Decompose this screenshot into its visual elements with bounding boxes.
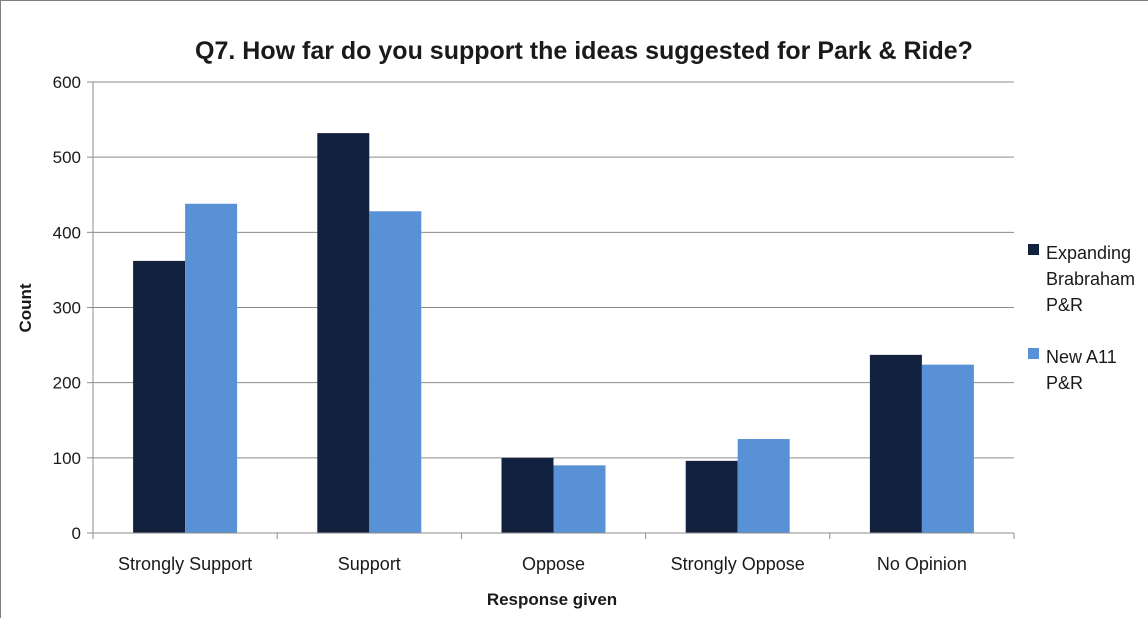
legend-label: P&R — [1046, 373, 1083, 393]
legend-label: Expanding — [1046, 243, 1131, 263]
bar-expanding-brabraham-3 — [685, 460, 738, 533]
bar-new-a11-2 — [553, 465, 606, 533]
chart-title: Q7. How far do you support the ideas sug… — [195, 37, 973, 65]
bar-new-a11-0 — [185, 203, 238, 533]
bar-expanding-brabraham-0 — [133, 260, 186, 533]
bar-new-a11-3 — [737, 439, 790, 533]
y-tick-label: 500 — [53, 148, 81, 167]
x-tick-label: Support — [338, 554, 401, 574]
y-tick-label: 100 — [53, 449, 81, 468]
legend-swatch — [1028, 244, 1039, 255]
x-axis-label: Response given — [487, 590, 617, 609]
y-tick-label: 400 — [53, 223, 81, 242]
legend: Expanding Brabraham P&R New A11 P&R — [1028, 243, 1135, 393]
x-tick-label: Strongly Oppose — [671, 554, 805, 574]
y-tick-label: 200 — [53, 374, 81, 393]
legend-label: Brabraham — [1046, 269, 1135, 289]
gridlines — [93, 81, 1014, 459]
bar-expanding-brabraham-2 — [501, 457, 554, 533]
y-tick-label: 300 — [53, 299, 81, 318]
y-tick-label: 600 — [53, 73, 81, 92]
legend-label: P&R — [1046, 295, 1083, 315]
y-axis-label: Count — [16, 283, 35, 332]
y-tick-labels: 0 100 200 300 400 500 600 — [53, 73, 93, 543]
x-tick-labels: Strongly Support Support Oppose Strongly Op… — [92, 533, 1015, 574]
x-tick-label: Strongly Support — [118, 554, 252, 574]
x-tick-label: Oppose — [522, 554, 585, 574]
bar-expanding-brabraham-1 — [317, 133, 370, 533]
legend-swatch — [1028, 348, 1039, 359]
legend-label: New A11 — [1046, 347, 1117, 367]
bar-new-a11-4 — [921, 364, 974, 533]
bar-expanding-brabraham-4 — [869, 354, 922, 533]
x-tick-label: No Opinion — [877, 554, 967, 574]
bar-new-a11-1 — [369, 211, 422, 533]
y-tick-label: 0 — [72, 524, 81, 543]
bars — [133, 133, 974, 533]
